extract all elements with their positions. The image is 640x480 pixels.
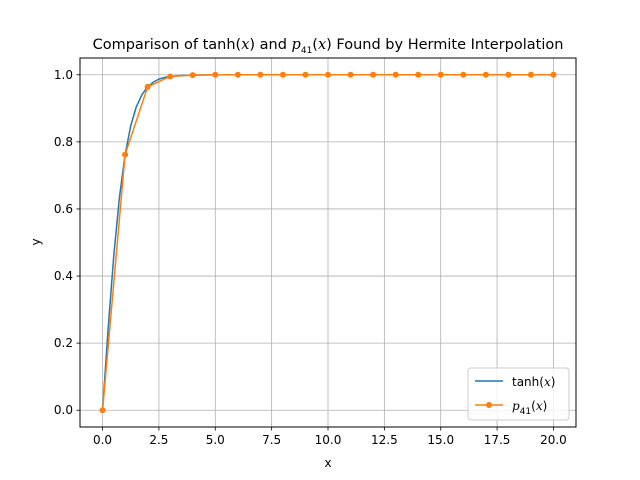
y-axis-label: y xyxy=(29,238,43,245)
x-tick-label: 20.0 xyxy=(540,433,567,447)
data-point xyxy=(460,71,467,78)
data-point xyxy=(347,71,354,78)
ticks: 0.0 2.5 5.0 7.5 10.0 12.5 15.0 17.5 20.0 0.0 0.2 0.… xyxy=(54,68,567,447)
chart-title: Comparison of tanh(x) and p41(x) Found b… xyxy=(93,37,564,56)
y-tick-label: 1.0 xyxy=(54,68,73,82)
data-point xyxy=(257,71,264,78)
y-tick-label: 0.8 xyxy=(54,135,73,149)
data-point xyxy=(482,71,489,78)
x-tick-label: 7.5 xyxy=(262,433,281,447)
y-tick-label: 0.2 xyxy=(54,336,73,350)
data-point xyxy=(167,73,174,80)
x-tick-label: 17.5 xyxy=(484,433,511,447)
data-point xyxy=(550,71,557,78)
x-tick-label: 0.0 xyxy=(93,433,112,447)
legend-label-tanh: tanh(x) xyxy=(512,375,555,389)
data-point xyxy=(99,407,106,414)
data-point xyxy=(189,72,196,79)
y-tick-label: 0.4 xyxy=(54,269,73,283)
data-point xyxy=(437,71,444,78)
x-axis-label: x xyxy=(324,456,331,470)
data-point xyxy=(392,71,399,78)
x-tick-label: 2.5 xyxy=(149,433,168,447)
legend-marker-p41 xyxy=(486,402,492,408)
data-point xyxy=(325,71,331,78)
y-tick-label: 0.0 xyxy=(54,403,73,417)
data-point xyxy=(279,71,286,78)
series-layer xyxy=(99,71,557,414)
data-point xyxy=(144,83,151,90)
legend-label-p41: p41(x) xyxy=(512,399,547,417)
legend: tanh(x) p41(x) xyxy=(467,367,570,421)
x-tick-label: 10.0 xyxy=(315,433,342,447)
data-point xyxy=(415,71,422,78)
x-tick-label: 12.5 xyxy=(371,433,398,447)
data-point xyxy=(122,151,129,158)
data-point xyxy=(370,71,377,78)
data-point xyxy=(234,71,241,78)
data-point xyxy=(527,71,534,78)
data-point xyxy=(212,71,219,78)
data-point xyxy=(302,71,309,78)
grid xyxy=(80,58,576,427)
y-tick-label: 0.6 xyxy=(54,202,73,216)
x-tick-label: 15.0 xyxy=(427,433,454,447)
data-point xyxy=(505,71,512,78)
x-tick-label: 5.0 xyxy=(206,433,225,447)
